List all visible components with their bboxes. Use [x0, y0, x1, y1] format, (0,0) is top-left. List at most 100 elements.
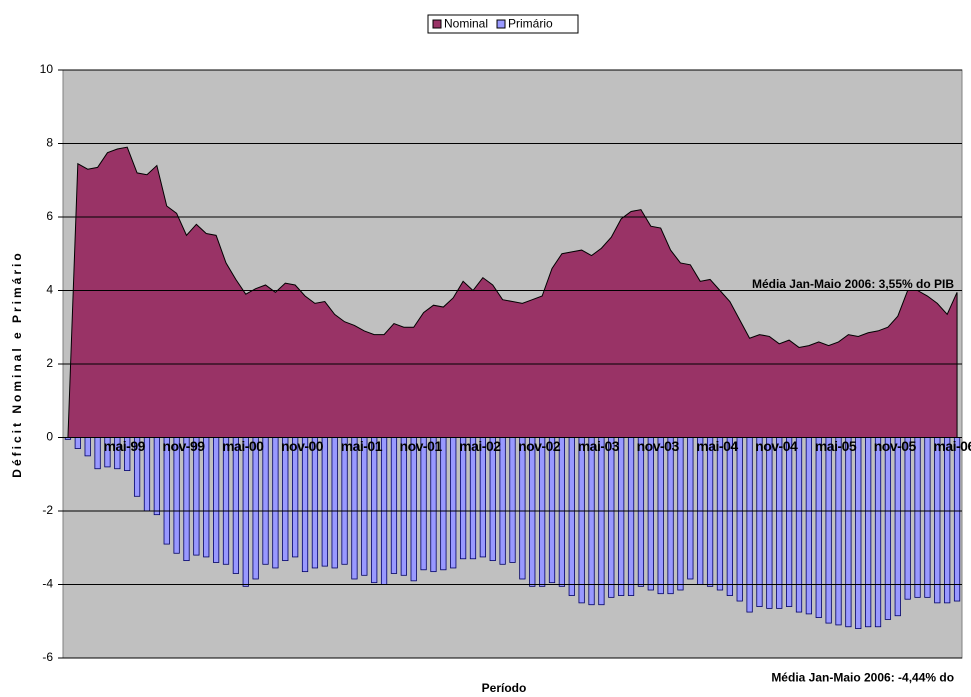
bar [766, 437, 773, 609]
bar [282, 437, 289, 562]
x-tick-label: mai-00 [222, 438, 264, 454]
bar [84, 437, 91, 457]
y-tick-label: 0 [46, 430, 53, 444]
x-tick-label: nov-03 [637, 438, 680, 454]
bar [618, 437, 625, 596]
bar [311, 437, 319, 569]
bar [479, 437, 486, 558]
legend-label: Primário [508, 17, 553, 31]
bar [153, 437, 160, 516]
x-tick-label: nov-02 [518, 438, 561, 454]
bar [746, 437, 753, 613]
bar [785, 437, 793, 607]
bar [716, 437, 724, 591]
bar [548, 437, 556, 584]
bar [371, 437, 378, 584]
x-tick-label: nov-05 [874, 438, 917, 454]
legend-swatch [496, 19, 506, 29]
x-axis-title: Período [482, 681, 527, 695]
y-tick-label: -2 [42, 503, 53, 517]
bar [459, 437, 467, 560]
bar [410, 437, 417, 582]
bar [301, 437, 309, 573]
bar [608, 437, 615, 598]
bar [835, 437, 842, 626]
x-tick-label: mai-04 [696, 438, 738, 454]
legend-swatch [432, 19, 442, 29]
bar [173, 437, 180, 554]
bar [321, 437, 328, 567]
bar [292, 437, 299, 558]
bar [242, 437, 249, 587]
bar [361, 437, 368, 576]
y-tick-label: -4 [42, 577, 53, 591]
x-tick-label: nov-01 [400, 438, 443, 454]
x-tick-label: mai-06 [933, 438, 971, 454]
bar [687, 437, 694, 580]
bar [874, 437, 882, 628]
bar [855, 437, 862, 630]
bar [677, 437, 684, 591]
x-tick-label: nov-04 [755, 438, 798, 454]
y-axis-title: Déficit Nominal e Primário [10, 250, 24, 477]
x-tick-label: nov-00 [281, 438, 324, 454]
legend: Nominal Primário [427, 14, 579, 34]
x-tick-label: mai-05 [815, 438, 857, 454]
bar [341, 437, 348, 565]
x-tick-label: mai-03 [578, 438, 620, 454]
bar [390, 437, 398, 574]
bar [845, 437, 852, 628]
bar [213, 437, 220, 563]
bar [588, 437, 595, 606]
bar [440, 437, 447, 571]
y-tick-label: 6 [46, 209, 53, 223]
bar [262, 437, 269, 565]
bar [568, 437, 575, 596]
annotation: Média Jan-Maio 2006: 3,55% do PIB [752, 277, 954, 291]
bar [578, 437, 585, 604]
bar [430, 437, 437, 573]
bar [953, 437, 961, 602]
x-tick-label: nov-99 [162, 438, 205, 454]
x-tick-label: mai-01 [341, 438, 383, 454]
y-tick-label: 2 [46, 356, 53, 370]
bar [252, 437, 259, 580]
bar [657, 437, 664, 595]
annotation: Média Jan-Maio 2006: -4,44% do [771, 670, 954, 684]
bar [509, 437, 516, 563]
bar [756, 437, 763, 607]
bar [637, 437, 645, 587]
bar [667, 437, 674, 595]
bar [94, 437, 101, 470]
bar [904, 437, 911, 600]
bar [894, 437, 901, 617]
bar [499, 437, 506, 565]
bar [351, 437, 358, 580]
bar [193, 437, 200, 556]
bar [420, 437, 427, 571]
bar [647, 437, 654, 591]
bar [598, 437, 605, 606]
bar [183, 437, 190, 562]
x-tick-label: mai-02 [459, 438, 501, 454]
bar [706, 437, 714, 587]
bar [450, 437, 457, 569]
bar [222, 437, 230, 565]
y-tick-label: -6 [42, 650, 53, 664]
bar [539, 437, 546, 587]
bar [865, 437, 872, 628]
bar [924, 437, 931, 598]
bar [944, 437, 951, 604]
bar [558, 437, 566, 587]
bar [825, 437, 832, 624]
bar [519, 437, 526, 580]
bar [331, 437, 338, 569]
bar [529, 437, 536, 587]
bar [795, 437, 803, 613]
y-tick-label: 10 [40, 62, 54, 76]
bar [914, 437, 921, 598]
bar [805, 437, 812, 615]
y-tick-label: 4 [46, 283, 53, 297]
